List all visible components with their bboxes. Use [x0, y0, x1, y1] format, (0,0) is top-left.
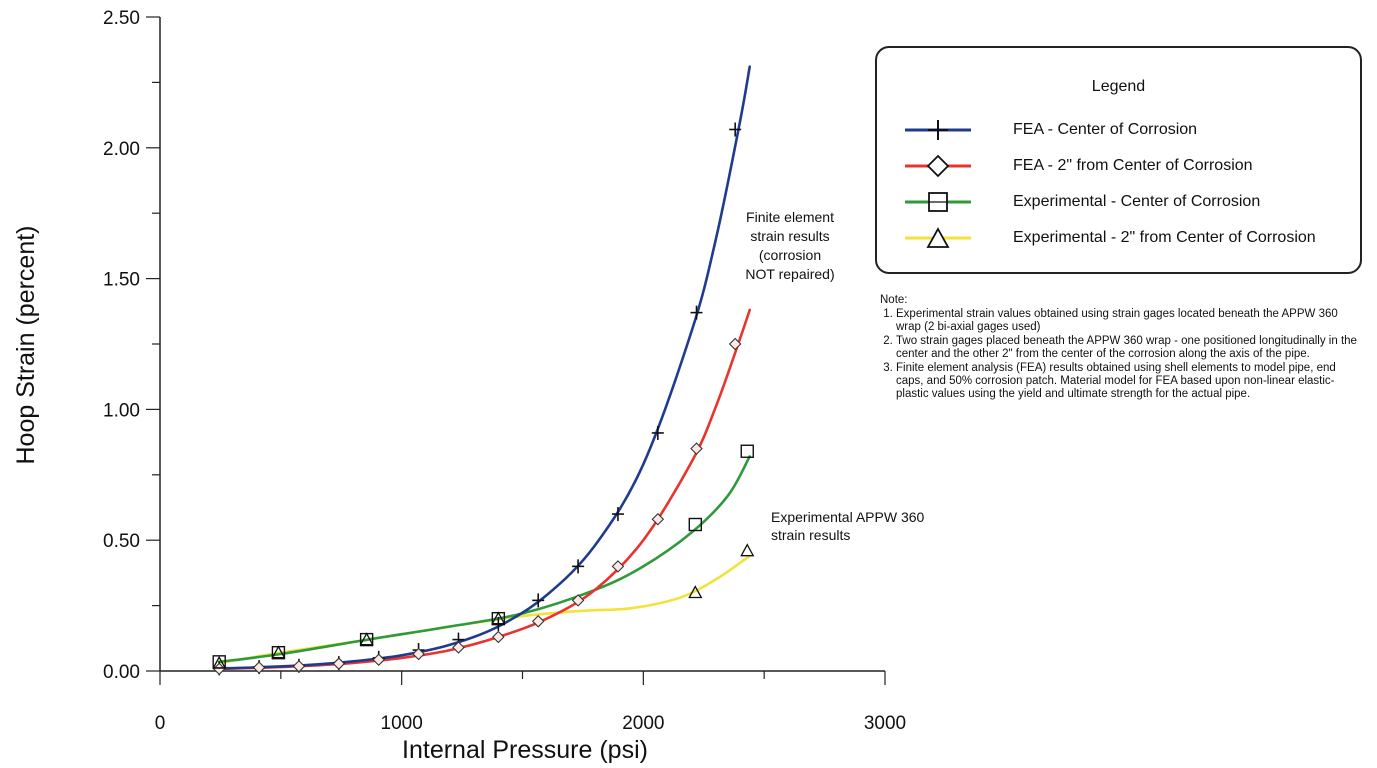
- legend-item-fea-center: FEA - Center of Corrosion: [903, 118, 1197, 142]
- axes: 0.00 0.50 1.00 1.50 2.00 2.50 0 1000 2000 3000: [103, 8, 906, 734]
- data-point-plus: [532, 593, 545, 608]
- data-point-plus: [651, 425, 664, 440]
- data-point-plus: [729, 122, 742, 137]
- data-point-diamond: [332, 657, 346, 670]
- x-tick-label: 1000: [381, 713, 423, 734]
- legend: Legend FEA - Center of Corrosion FEA - 2…: [875, 46, 1362, 274]
- data-point-diamond: [252, 661, 266, 674]
- experimental-annotation-line: strain results: [771, 527, 850, 543]
- data-point-diamond: [531, 615, 545, 628]
- data-point-diamond: [412, 647, 425, 661]
- x-axis-title: Internal Pressure (psi): [402, 736, 648, 764]
- data-point-triangle: [688, 585, 703, 599]
- data-point-triangle: [740, 543, 755, 557]
- data-point-diamond: [728, 337, 742, 351]
- y-tick-label: 0.50: [103, 531, 140, 552]
- data-point-diamond: [492, 630, 505, 644]
- x-tick-label: 2000: [622, 713, 664, 734]
- fea-annotation: Finite element strain results (corrosion…: [745, 209, 834, 282]
- series-line: [217, 65, 751, 670]
- data-point-triangle: [271, 645, 286, 659]
- y-tick-label: 2.00: [103, 139, 140, 160]
- y-tick-label: 0.00: [103, 662, 140, 683]
- y-tick-label: 2.50: [103, 8, 140, 29]
- x-tick-label: 3000: [864, 713, 906, 734]
- data-point-plus: [690, 305, 703, 320]
- plus-marker-icon: [905, 120, 971, 140]
- data-point-square: [740, 444, 754, 458]
- data-point-diamond: [571, 594, 585, 607]
- y-tick-label: 1.00: [103, 400, 140, 421]
- legend-label: FEA - Center of Corrosion: [1013, 121, 1198, 138]
- data-point-diamond: [292, 660, 306, 673]
- y-tick-label: 1.50: [103, 270, 140, 291]
- note-item: Experimental strain values obtained usin…: [896, 308, 1360, 334]
- data-point-plus: [611, 507, 624, 522]
- x-tick-label: 0: [155, 713, 166, 734]
- data-point-diamond: [212, 662, 226, 676]
- y-axis-title: Hoop Strain (percent): [12, 225, 40, 464]
- series-line: [217, 308, 751, 671]
- experimental-annotation: Experimental APPW 360 strain results: [771, 509, 925, 543]
- fea-annotation-line: Finite element: [746, 209, 834, 225]
- legend-title: Legend: [1091, 78, 1146, 95]
- note-item: Two strain gages placed beneath the APPW…: [896, 335, 1360, 361]
- note-item: Finite element analysis (FEA) results ob…: [896, 362, 1360, 401]
- data-point-diamond: [611, 560, 625, 573]
- series-curves: [217, 65, 751, 671]
- legend-item-exp-2in: Experimental - 2" from Center of Corrosi…: [903, 226, 1316, 250]
- series-line: [217, 554, 751, 665]
- series-markers: [212, 122, 755, 676]
- experimental-annotation-line: Experimental APPW 360: [771, 509, 925, 525]
- fea-annotation-line: (corrosion: [759, 247, 821, 263]
- data-point-triangle: [491, 611, 506, 625]
- data-point-diamond: [372, 653, 385, 667]
- data-point-triangle: [212, 655, 227, 669]
- legend-label: Experimental - Center of Corrosion: [1013, 193, 1261, 210]
- data-point-square: [688, 517, 702, 532]
- diamond-marker-icon: [905, 154, 971, 178]
- data-point-diamond: [651, 512, 665, 526]
- notes-list: Experimental strain values obtained usin…: [880, 308, 1360, 401]
- data-point-diamond: [690, 442, 703, 455]
- legend-item-fea-2in: FEA - 2" from Center of Corrosion: [903, 154, 1253, 178]
- fea-annotation-line: NOT repaired): [745, 266, 834, 282]
- square-marker-icon: [905, 192, 971, 212]
- data-point-plus: [572, 559, 585, 574]
- legend-label: FEA - 2" from Center of Corrosion: [1013, 157, 1253, 174]
- notes-heading: Note:: [880, 294, 908, 306]
- fea-annotation-line: strain results: [750, 228, 829, 244]
- series-line: [217, 455, 751, 664]
- legend-label: Experimental - 2" from Center of Corrosi…: [1013, 229, 1316, 246]
- data-point-diamond: [452, 641, 465, 654]
- notes: Note: Experimental strain values obtaine…: [880, 294, 1360, 402]
- data-point-triangle: [359, 632, 374, 646]
- legend-item-exp-center: Experimental - Center of Corrosion: [903, 190, 1260, 214]
- triangle-marker-icon: [905, 227, 971, 248]
